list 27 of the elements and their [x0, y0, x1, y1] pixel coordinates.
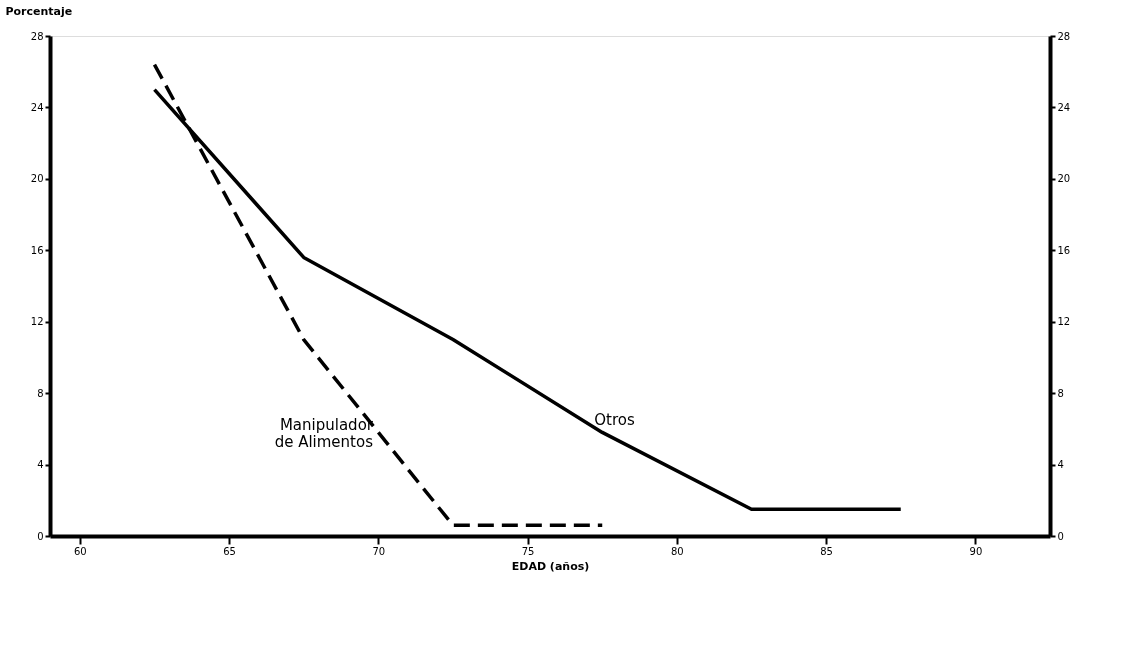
- series-label: Otros: [594, 411, 635, 430]
- y2-tick-label: 8: [1057, 387, 1064, 399]
- y-tick-label: 0: [37, 530, 44, 542]
- x-tick-label: 65: [223, 545, 236, 557]
- y-tick-label: 4: [37, 459, 44, 471]
- y-tick-label: 16: [30, 244, 44, 256]
- x-tick-label: 90: [969, 545, 983, 557]
- y-tick-label: 12: [30, 316, 44, 328]
- y2-tick-label: 12: [1057, 316, 1071, 328]
- y2-tick-label: 20: [1057, 173, 1071, 185]
- x-tick-label: 75: [521, 545, 535, 557]
- y-tick-label: 8: [37, 387, 44, 399]
- series-label: Manipulador de Alimentos: [274, 416, 374, 452]
- y-tick-label: 24: [30, 101, 44, 113]
- x-tick-label: 60: [73, 545, 87, 557]
- x-axis-title: EDAD (años): [511, 559, 590, 573]
- y2-tick-label: 24: [1057, 101, 1071, 113]
- y-tick-label: 20: [30, 173, 44, 185]
- y-axis-title: Porcentaje: [5, 4, 73, 18]
- y2-tick-label: 4: [1057, 459, 1064, 471]
- x-tick-label: 85: [820, 545, 833, 557]
- x-tick-label: 70: [372, 545, 386, 557]
- y2-tick-label: 16: [1057, 244, 1071, 256]
- y2-tick-label: 0: [1057, 530, 1064, 542]
- y-tick-label: 28: [30, 30, 44, 42]
- x-tick-label: 80: [671, 545, 684, 557]
- y2-tick-label: 28: [1057, 30, 1071, 42]
